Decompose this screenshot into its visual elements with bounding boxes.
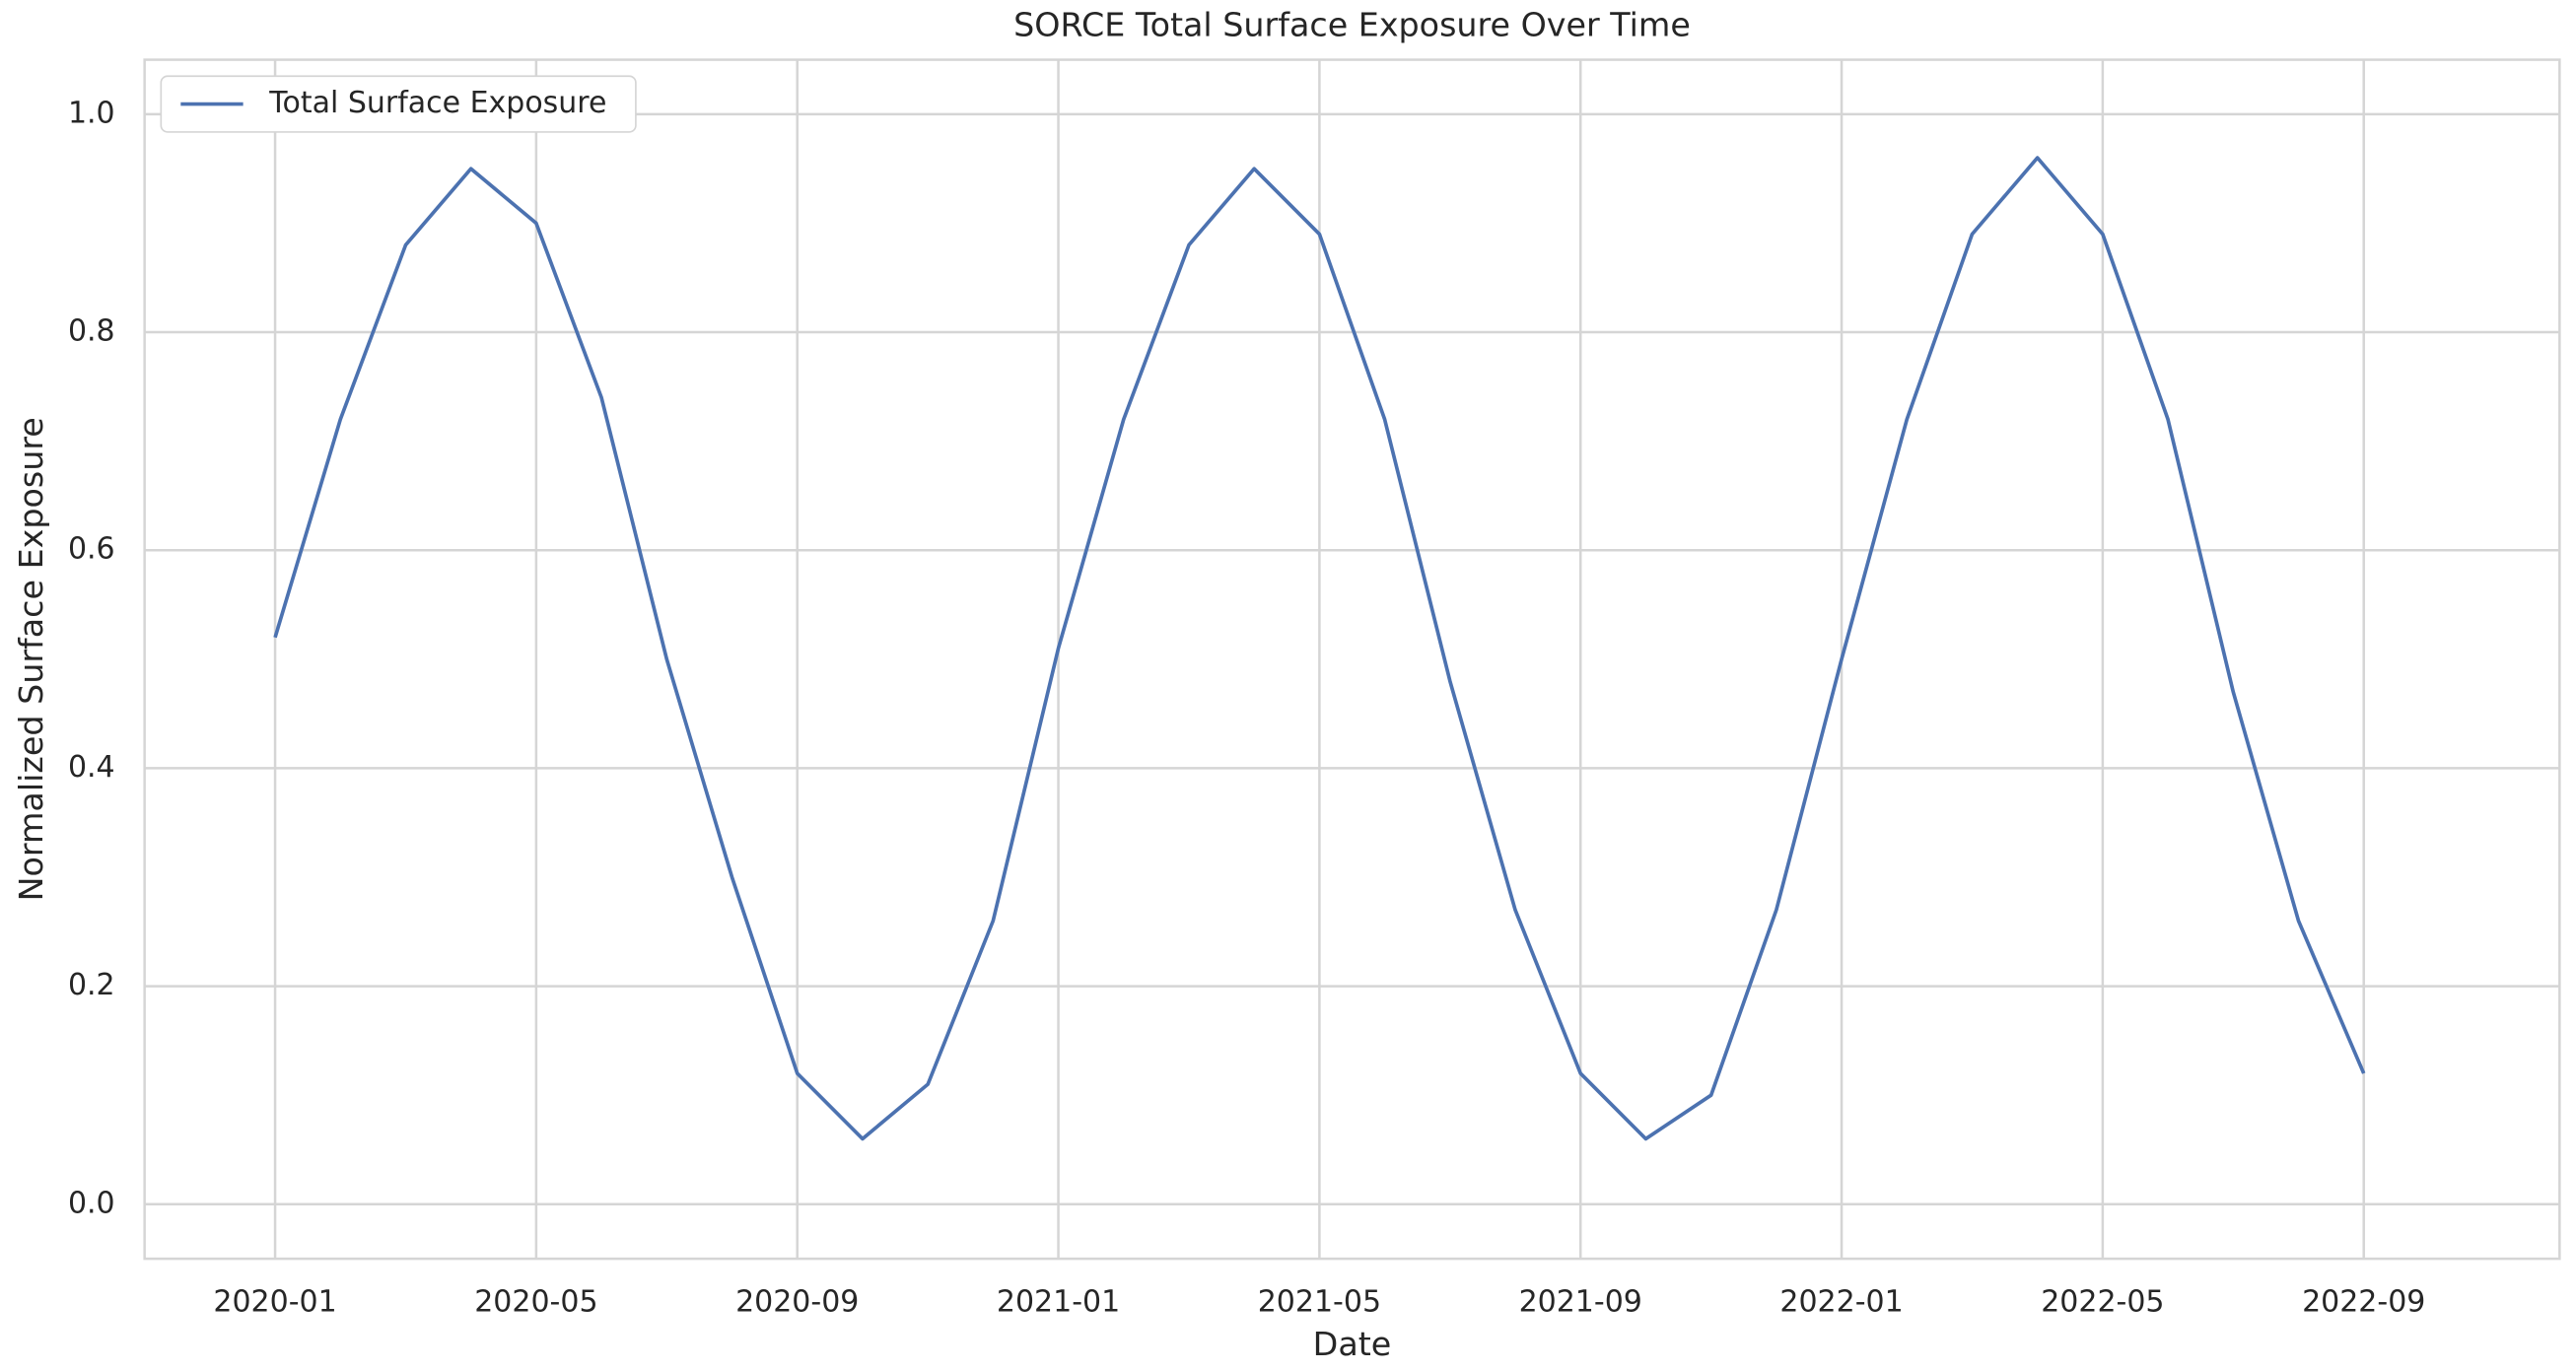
x-tick-label: 2020-05 [474, 1285, 597, 1320]
legend-box [160, 75, 637, 133]
x-axis-label: Date [1313, 1325, 1392, 1363]
x-tick-label: 2021-01 [997, 1285, 1120, 1320]
y-tick-label: 0.8 [68, 314, 115, 349]
x-tick-label: 2021-05 [1258, 1285, 1381, 1320]
y-tick-label: 0.2 [68, 968, 115, 1002]
chart-title: SORCE Total Surface Exposure Over Time [1013, 6, 1691, 44]
series-line [273, 156, 2366, 1141]
y-tick-label: 0.4 [68, 750, 115, 785]
y-tick-label: 0.0 [68, 1186, 115, 1220]
x-tick-label: 2022-05 [2041, 1285, 2164, 1320]
legend-label: Total Surface Exposure [268, 86, 606, 120]
y-axis-label: Normalized Surface Exposure [12, 417, 50, 901]
x-tick-label: 2022-09 [2302, 1285, 2425, 1320]
x-tick-label: 2021-09 [1519, 1285, 1642, 1320]
x-tick-label: 2020-01 [213, 1285, 336, 1320]
plot-frame [143, 58, 2561, 1261]
x-tick-label: 2020-09 [735, 1285, 859, 1320]
x-tick-label: 2022-01 [1779, 1285, 1903, 1320]
y-tick-label: 1.0 [68, 96, 115, 130]
y-tick-label: 0.6 [68, 532, 115, 567]
